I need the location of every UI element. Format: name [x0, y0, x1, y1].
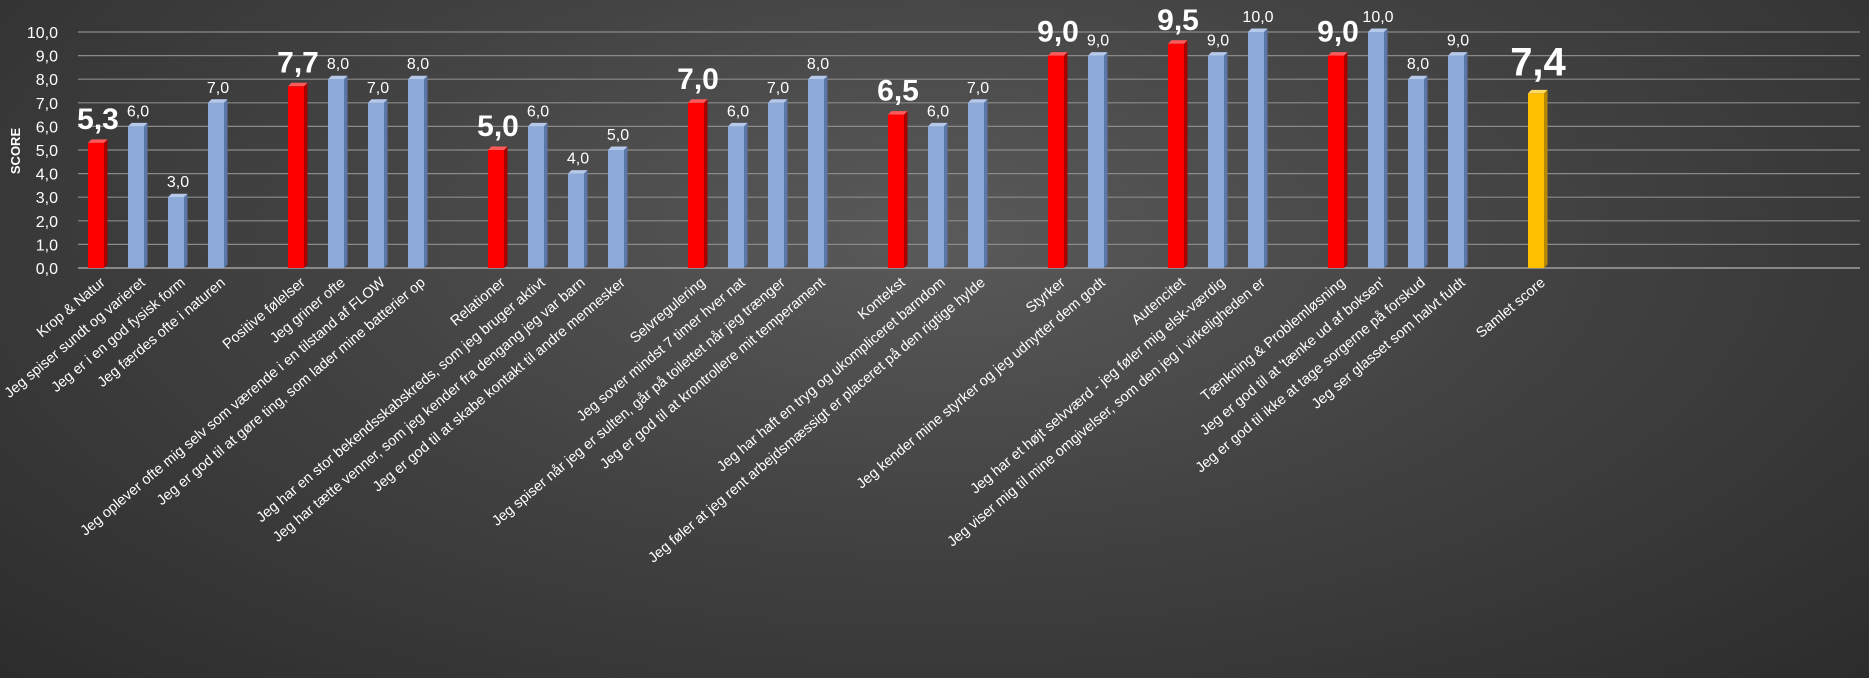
y-tick-label: 10,0: [27, 25, 58, 42]
bar-item: [608, 146, 628, 268]
y-tick-label: 3,0: [36, 190, 58, 207]
x-tick-label: Samlet score: [1473, 275, 1548, 342]
bar-item: [1368, 28, 1388, 268]
value-label: 9,0: [1317, 16, 1359, 49]
value-label: 3,0: [167, 174, 189, 191]
y-tick-label: 0,0: [36, 261, 58, 278]
bar-item: [928, 122, 948, 269]
x-tick-label: Jeg oplever ofte mig selv som værende i …: [78, 275, 389, 540]
value-label: 7,0: [967, 80, 989, 97]
bar-category: [288, 82, 308, 268]
value-label: 7,0: [677, 63, 719, 96]
y-tick-label: 7,0: [36, 96, 58, 113]
bar-item: [1448, 52, 1468, 268]
bar-item: [208, 99, 228, 268]
y-axis: 0,0 1,0 2,0 3,0 4,0 5,0 6,0 7,0 8,0 9,0 10,0: [27, 25, 58, 278]
x-tick-label: Jeg har et højt selvværd - jeg føler mig…: [968, 275, 1229, 498]
bar-item: [128, 122, 148, 269]
bar-item: [1408, 75, 1428, 268]
value-label: 7,7: [277, 46, 319, 79]
y-axis-label: SCORE: [8, 128, 23, 175]
value-label: 4,0: [567, 151, 589, 168]
y-tick-label: 4,0: [36, 167, 58, 184]
value-label: 7,0: [367, 80, 389, 97]
y-tick-label: 2,0: [36, 214, 58, 231]
value-label: 6,0: [927, 103, 949, 120]
value-label: 9,0: [1447, 33, 1469, 50]
value-label: 8,0: [1407, 56, 1429, 73]
bar-item: [328, 75, 348, 268]
bar-item: [1088, 52, 1108, 268]
value-label: 5,3: [77, 103, 119, 136]
bar-item: [728, 122, 748, 269]
y-tick-label: 6,0: [36, 119, 58, 136]
bar-category: [888, 111, 908, 268]
value-label: 9,0: [1037, 16, 1079, 49]
value-label: 5,0: [477, 110, 519, 143]
value-label: 5,0: [607, 127, 629, 144]
x-tick-label: Jeg har tætte venner, som jeg kender fra…: [270, 275, 588, 546]
bar-item: [768, 99, 788, 268]
value-label: 6,0: [727, 103, 749, 120]
value-label: 9,5: [1157, 4, 1199, 37]
bar-item: [808, 75, 828, 268]
value-label: 9,0: [1207, 33, 1229, 50]
value-label: 7,4: [1510, 40, 1566, 84]
value-label: 10,0: [1242, 9, 1273, 26]
bar-category: [88, 139, 108, 268]
y-tick-label: 5,0: [36, 143, 58, 160]
bar-category: [1328, 52, 1348, 268]
bar-total: [1528, 89, 1548, 268]
bar-item: [1248, 28, 1268, 268]
bar-item: [1208, 52, 1228, 268]
bar-item: [408, 75, 428, 268]
value-label: 8,0: [407, 56, 429, 73]
value-label: 7,0: [767, 80, 789, 97]
value-label: 6,5: [877, 75, 919, 108]
y-tick-label: 1,0: [36, 237, 58, 254]
y-tick-label: 8,0: [36, 72, 58, 89]
bar-category: [488, 146, 508, 268]
y-tick-label: 9,0: [36, 49, 58, 66]
bar-item: [568, 170, 588, 268]
value-label: 8,0: [327, 56, 349, 73]
value-labels: 5,3 6,0 3,0 7,0 7,7 8,0 7,0 8,0 5,0 6,0 4,0 5,0 7,0 6…: [77, 4, 1566, 191]
bars: [88, 28, 1548, 269]
value-label: 9,0: [1087, 33, 1109, 50]
value-label: 8,0: [807, 56, 829, 73]
value-label: 6,0: [127, 103, 149, 120]
value-label: 7,0: [207, 80, 229, 97]
x-tick-label: Jeg kender mine styrker og jeg udnytter …: [854, 275, 1109, 492]
bar-category: [1168, 40, 1188, 268]
bar-item: [528, 122, 548, 269]
bar-item: [368, 99, 388, 268]
value-label: 10,0: [1362, 9, 1393, 26]
value-label: 6,0: [527, 103, 549, 120]
bar-category: [1048, 52, 1068, 268]
bar-item: [968, 99, 988, 268]
bar-category: [688, 99, 708, 268]
bar-item: [168, 193, 188, 268]
